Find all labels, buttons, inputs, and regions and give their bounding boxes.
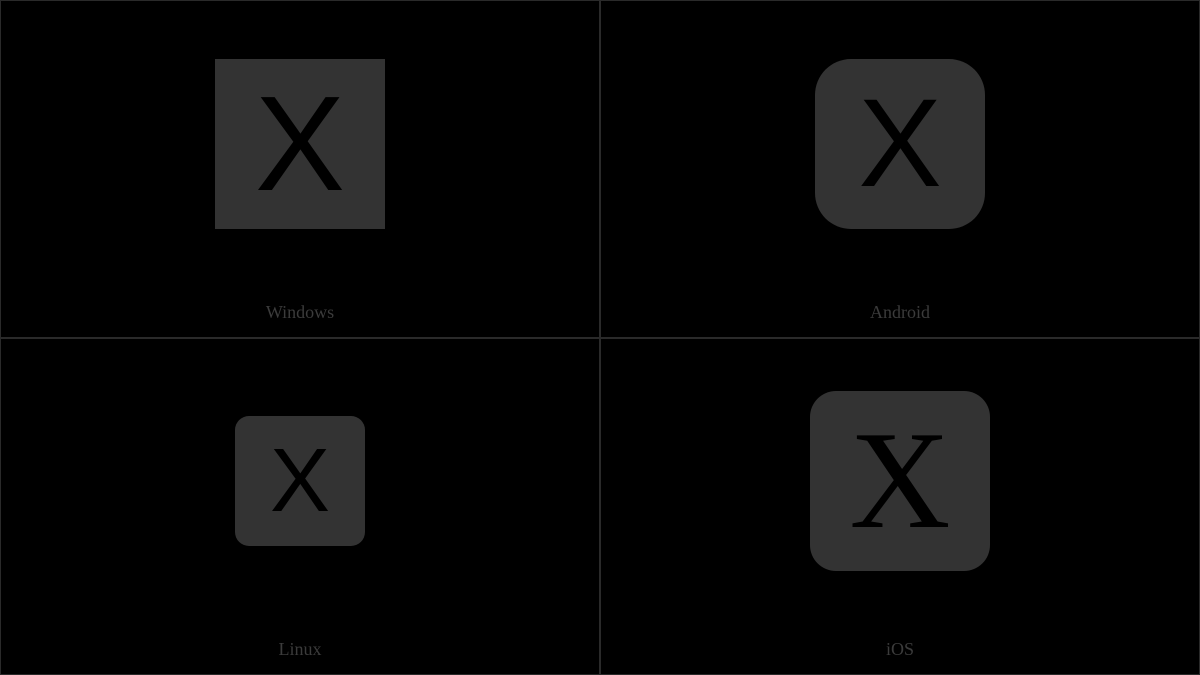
glyph-wrapper: X: [810, 391, 990, 571]
glyph-wrapper: X: [815, 59, 985, 229]
glyph-linux: X: [270, 436, 330, 526]
glyph-ios: X: [849, 411, 950, 551]
glyph-android: X: [858, 81, 941, 206]
glyph-box-android: X: [815, 59, 985, 229]
cell-ios: X iOS: [600, 338, 1200, 675]
glyph-wrapper: X: [235, 416, 365, 546]
label-linux: Linux: [1, 639, 599, 660]
glyph-box-windows: X: [215, 59, 385, 229]
glyph-windows: X: [255, 76, 345, 211]
label-ios: iOS: [601, 639, 1199, 660]
glyph-box-linux: X: [235, 416, 365, 546]
glyph-wrapper: X: [215, 59, 385, 229]
glyph-comparison-grid: X Windows X Android X Linux X iOS: [0, 0, 1200, 675]
glyph-box-ios: X: [810, 391, 990, 571]
cell-android: X Android: [600, 0, 1200, 338]
label-windows: Windows: [1, 302, 599, 323]
label-android: Android: [601, 302, 1199, 323]
cell-windows: X Windows: [0, 0, 600, 338]
cell-linux: X Linux: [0, 338, 600, 675]
